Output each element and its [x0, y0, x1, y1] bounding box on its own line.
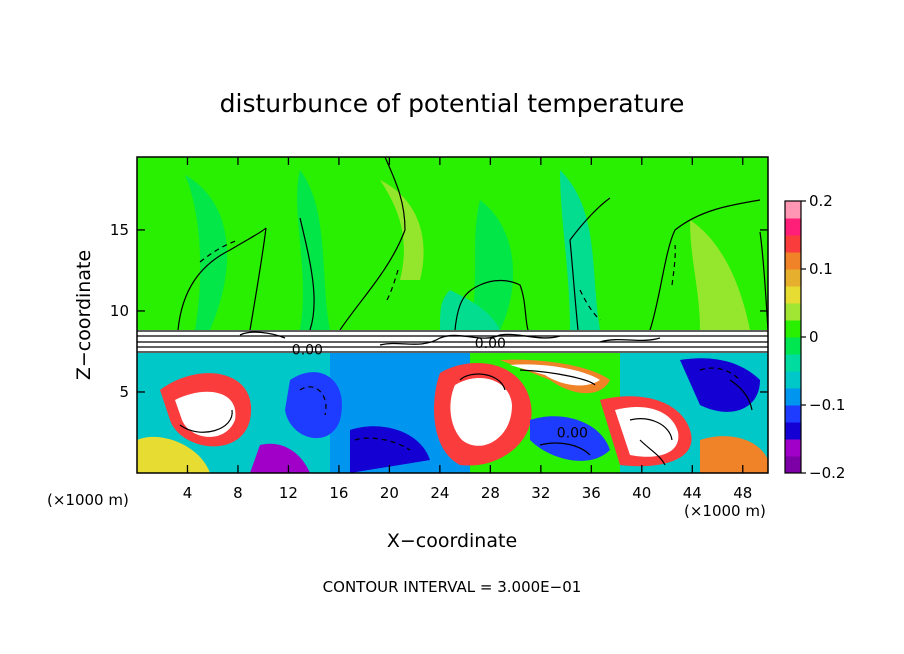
colorbar-swatch [785, 422, 801, 440]
x-unit-right: (×1000 m) [684, 502, 766, 520]
x-tick-label: 20 [380, 484, 399, 502]
lower-dashed-contours [299, 367, 741, 451]
colorbar-tick-label: 0.2 [809, 192, 833, 210]
y-axis: 5 10 15 [110, 221, 768, 401]
x-axis: 4 8 12 16 20 24 28 32 36 40 44 48 [183, 157, 752, 502]
colorbar-swatch [785, 371, 801, 389]
colorbar-swatch [785, 252, 801, 270]
colorbar-tick-label: 0 [809, 328, 819, 346]
contour-label: 0.00 [557, 425, 588, 441]
plot-frame [136, 156, 769, 474]
colorbar-swatch [785, 269, 801, 287]
x-tick-label: 44 [683, 484, 702, 502]
lower-field [137, 353, 768, 473]
upper-dashed-contours [199, 239, 676, 321]
y-tick-label: 5 [119, 383, 129, 401]
colorbar-swatch [785, 456, 801, 474]
x-tick-label: 16 [329, 484, 348, 502]
contour-label: 0.00 [475, 336, 506, 352]
x-tick-label: 24 [430, 484, 449, 502]
x-tick-label: 4 [183, 484, 193, 502]
colorbar-swatch [785, 439, 801, 457]
colorbar-swatch [785, 218, 801, 236]
colorbar-tick-label: 0.1 [809, 260, 833, 278]
colorbar-swatch [785, 337, 801, 355]
x-tick-label: 32 [531, 484, 550, 502]
y-axis-label: Z−coordinate [73, 250, 95, 380]
colorbar: 0.2 0.1 0 −0.1 −0.2 [784, 192, 845, 482]
x-tick-label: 40 [632, 484, 651, 502]
upper-field-shading [185, 170, 750, 330]
y-tick-label: 15 [110, 221, 129, 239]
contour-labels: 0.00 0.00 0.00 [292, 336, 588, 441]
colorbar-tick-label: −0.2 [809, 464, 845, 482]
x-axis-label: X−coordinate [387, 530, 517, 552]
colorbar-swatch [785, 388, 801, 406]
x-tick-label: 8 [233, 484, 243, 502]
colorbar-swatch [785, 235, 801, 253]
colorbar-tick-label: −0.1 [809, 396, 845, 414]
colorbar-swatch [785, 320, 801, 338]
contour-label: 0.00 [292, 343, 323, 359]
x-tick-label: 36 [582, 484, 601, 502]
x-unit-left: (×1000 m) [47, 491, 129, 509]
y-tick-label: 10 [110, 302, 129, 320]
x-tick-label: 48 [733, 484, 752, 502]
lower-contours [179, 369, 753, 466]
chart-title: disturbunce of potential temperature [220, 89, 685, 118]
x-tick-label: 28 [481, 484, 500, 502]
colorbar-swatch [785, 405, 801, 423]
x-tick-label: 12 [279, 484, 298, 502]
upper-contours [177, 157, 768, 331]
colorbar-swatch [785, 286, 801, 304]
transition-lines [137, 330, 768, 353]
plot-area: 0.00 0.00 0.00 [137, 157, 768, 473]
contour-interval-note: CONTOUR INTERVAL = 3.000E−01 [323, 578, 582, 596]
colorbar-swatch [785, 303, 801, 321]
colorbar-swatch [785, 201, 801, 219]
colorbar-swatch [785, 354, 801, 372]
